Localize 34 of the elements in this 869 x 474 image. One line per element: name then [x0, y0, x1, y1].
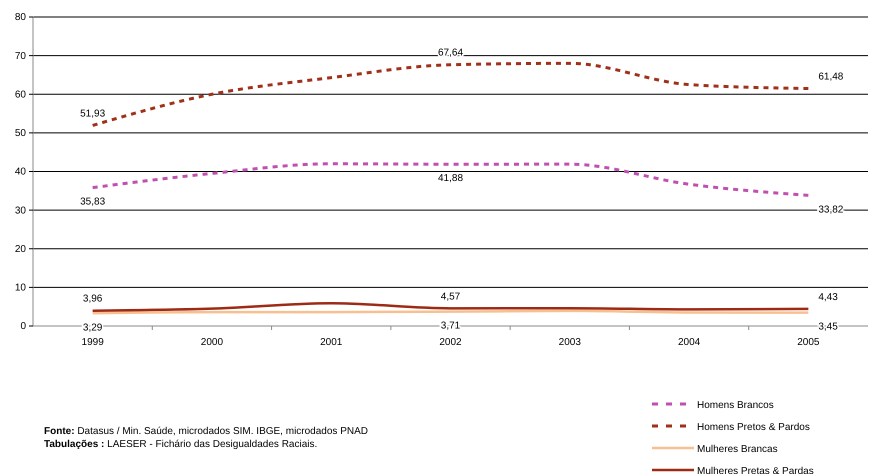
data-label: 4,43 [818, 292, 838, 303]
x-tick-label: 2003 [558, 337, 582, 348]
y-tick-label: 80 [14, 12, 26, 24]
data-label: 3,71 [440, 320, 461, 332]
y-tick-label: 0 [20, 321, 26, 332]
x-tick-label: 2002 [439, 337, 462, 348]
line-series [91, 162, 810, 197]
data-label: 51,93 [80, 108, 106, 120]
y-tick-label: 70 [14, 50, 26, 62]
x-tick-label: 2001 [320, 337, 343, 348]
data-label: 3,45 [818, 322, 838, 333]
legend-label: Homens Pretos & Pardos [697, 422, 810, 433]
y-tick-label: 40 [14, 166, 26, 178]
data-label: 4,57 [440, 291, 461, 302]
y-tick-label: 30 [14, 205, 26, 216]
x-tick-label: 1999 [82, 337, 104, 348]
y-tick-label: 10 [14, 282, 26, 294]
data-label: 41,88 [438, 173, 464, 184]
y-tick-label: 50 [14, 128, 26, 140]
data-label: 35,83 [80, 196, 106, 208]
legend-label: Homens Brancos [697, 400, 774, 411]
x-tick-label: 2005 [797, 337, 820, 348]
y-tick-label: 20 [14, 244, 26, 255]
y-tick-label: 60 [14, 89, 26, 100]
source-note: Fonte: Datasus / Min. Saúde, microdados SIM. IBGE, microdados PNAD [44, 426, 368, 437]
line-series [91, 302, 810, 312]
data-label: 3,29 [82, 322, 103, 334]
data-label: 61,48 [818, 72, 844, 83]
legend-label: Mulheres Brancas [697, 444, 778, 455]
text: Tabulações : LAESER - Fichário das Desigualdades Raciais. [44, 439, 318, 450]
x-tick-label: 2004 [678, 337, 701, 348]
data-label: 3,96 [82, 294, 103, 305]
legend-label: Mulheres Pretas & Pardas [697, 466, 814, 474]
x-tick-label: 2000 [200, 337, 224, 348]
